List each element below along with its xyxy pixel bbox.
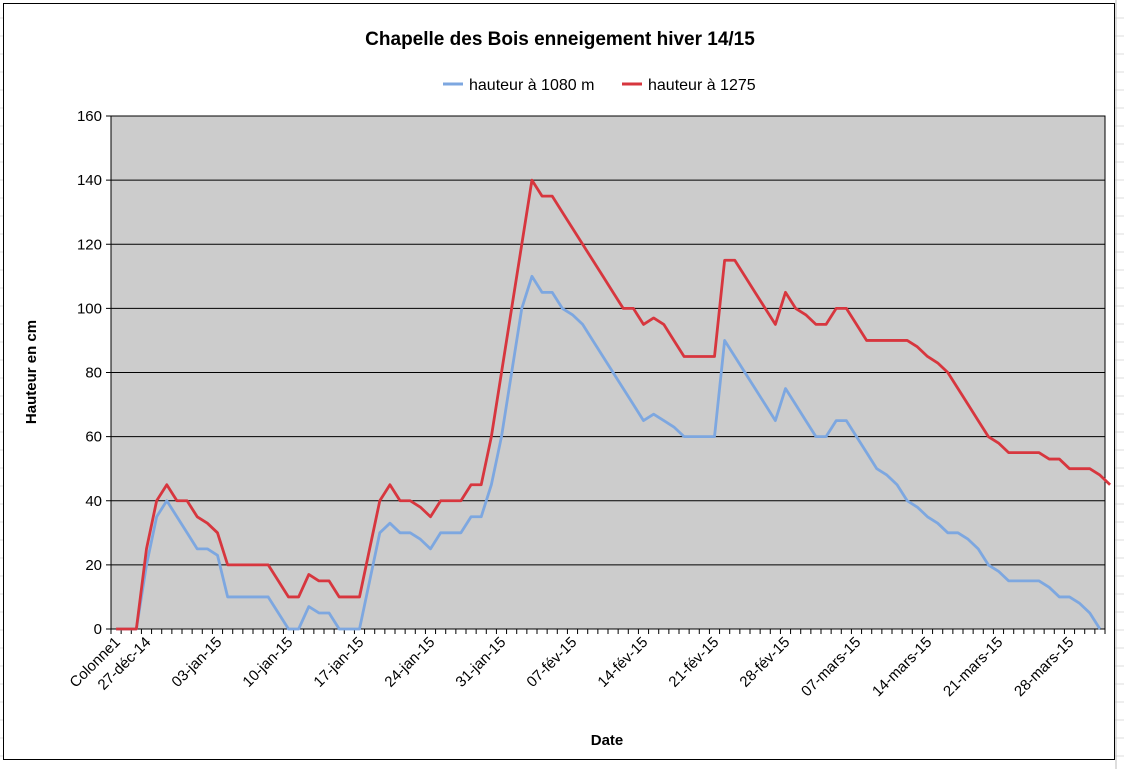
x-tick-label: 21-fév-15: [665, 634, 722, 691]
y-tick-label: 120: [77, 236, 102, 253]
y-axis-ticks: 0 20 40 60 80 100 120 140 160: [77, 108, 111, 638]
legend: hauteur à 1080 m hauteur à 1275: [443, 77, 756, 94]
series-line-1275: [116, 178, 1112, 631]
y-axis-title: Hauteur en cm: [23, 320, 40, 424]
x-tick-label: 28-fév-15: [736, 634, 793, 691]
x-tick-label: 24-jan-15: [381, 634, 438, 691]
y-tick-label: 20: [85, 557, 102, 574]
y-tick-label: 40: [85, 493, 102, 510]
x-tick-label: 07-fév-15: [523, 634, 580, 691]
x-tick-label: 31-jan-15: [452, 634, 509, 691]
y-tick-label: 100: [77, 300, 102, 317]
x-tick-label: 10-jan-15: [239, 634, 296, 691]
x-tick-label: 28-mars-15: [1011, 634, 1077, 700]
gridlines: [111, 179, 1105, 566]
x-tick-label: 03-jan-15: [168, 634, 225, 691]
x-tick-label: 14-mars-15: [869, 634, 935, 700]
y-tick-label: 80: [85, 365, 102, 382]
series-lines: [116, 178, 1112, 631]
x-axis-title: Date: [591, 732, 624, 749]
x-tick-label: 07-mars-15: [798, 634, 864, 700]
y-tick-label: 140: [77, 172, 102, 189]
x-tick-label: 14-fév-15: [594, 634, 651, 691]
x-tick-label: 17-jan-15: [310, 634, 367, 691]
y-tick-label: 60: [85, 429, 102, 446]
y-tick-label: 0: [94, 621, 102, 638]
x-tick-label: 21-mars-15: [940, 634, 1006, 700]
chart-title: Chapelle des Bois enneigement hiver 14/1…: [365, 29, 755, 50]
series-line-1080: [116, 274, 1102, 631]
legend-label-1080: hauteur à 1080 m: [469, 77, 594, 94]
legend-label-1275: hauteur à 1275: [648, 77, 756, 94]
y-tick-label: 160: [77, 108, 102, 125]
